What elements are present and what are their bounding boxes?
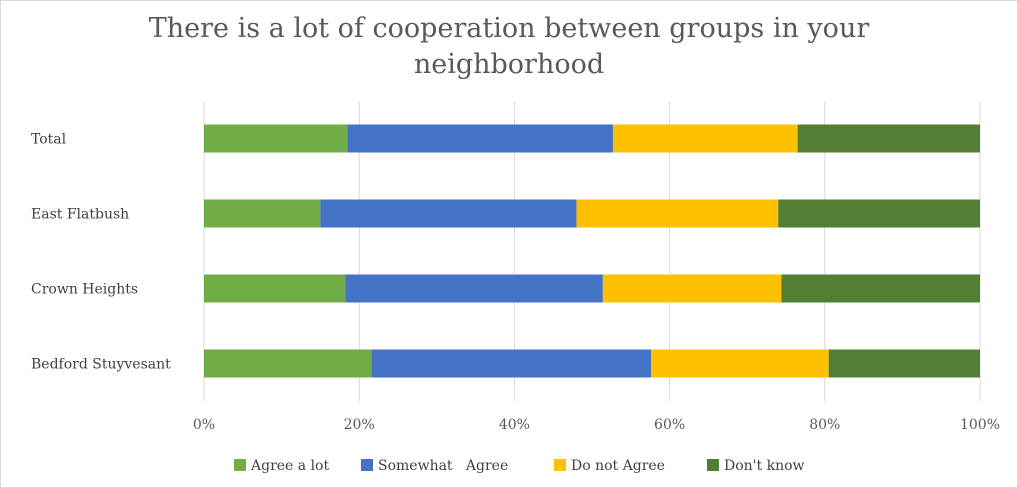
chart-title-line-2: neighborhood	[413, 49, 605, 80]
x-tick-label: 60%	[654, 417, 685, 433]
bar-segment	[204, 349, 372, 378]
bar-segment	[347, 124, 613, 153]
bar-segment	[204, 199, 321, 228]
bar-segment	[371, 349, 651, 378]
bar-segment	[650, 349, 829, 378]
category-label: Total	[31, 132, 67, 148]
legend-label: Don't know	[724, 458, 805, 474]
legend-swatch	[554, 459, 566, 471]
legend-swatch	[361, 459, 373, 471]
bar-segment	[612, 124, 798, 153]
legend-label: Somewhat Agree	[378, 458, 508, 474]
legend-label: Do not Agree	[571, 458, 665, 474]
bar-segment	[345, 274, 603, 303]
bar-segment	[797, 124, 980, 153]
bar-segment	[576, 199, 779, 228]
bar-segment	[204, 274, 346, 303]
bar-segment	[602, 274, 782, 303]
legend-swatch	[234, 459, 246, 471]
category-label: East Flatbush	[31, 207, 129, 223]
bar-segment	[320, 199, 577, 228]
legend-label: Agree a lot	[250, 458, 329, 474]
category-label: Bedford Stuyvesant	[31, 357, 171, 373]
bar-segment	[204, 124, 348, 153]
chart-title-line-1: There is a lot of cooperation between gr…	[148, 13, 870, 44]
x-tick-label: 20%	[344, 417, 375, 433]
bar-segment	[828, 349, 980, 378]
category-label: Crown Heights	[31, 282, 138, 298]
bar-segment	[778, 199, 980, 228]
bar-segment	[781, 274, 980, 303]
x-tick-label: 100%	[960, 417, 1000, 433]
x-tick-label: 40%	[499, 417, 530, 433]
x-tick-label: 80%	[809, 417, 840, 433]
legend-swatch	[707, 459, 719, 471]
x-tick-label: 0%	[193, 417, 215, 433]
